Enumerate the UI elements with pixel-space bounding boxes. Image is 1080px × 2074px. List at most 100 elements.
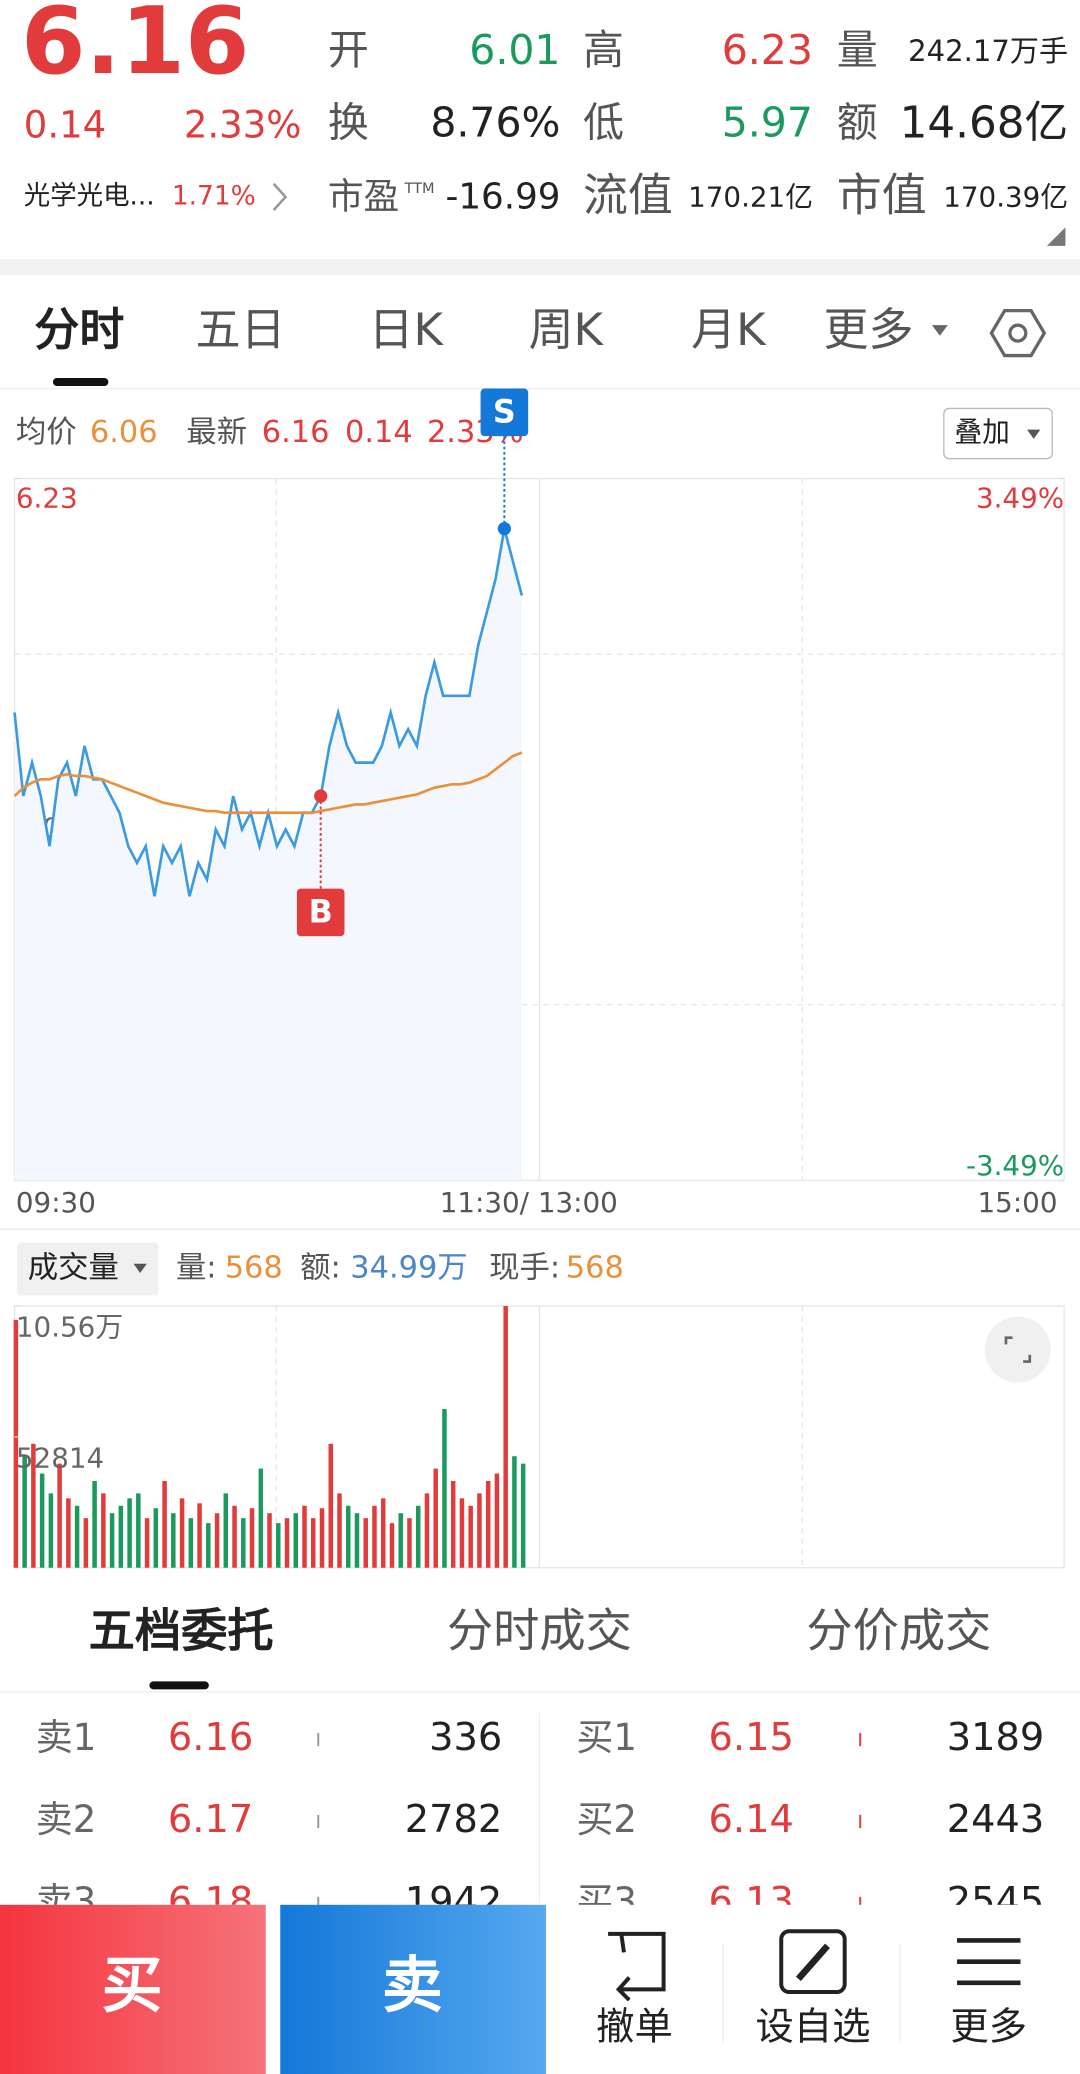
book-tick [859,1814,862,1829]
volume-bar [442,1409,447,1568]
book-qty: 336 [429,1715,502,1760]
volume-bar [328,1443,333,1568]
stat-label: 市盈 [328,176,399,217]
stat-value: 14.68亿 [900,99,1068,149]
order-tab[interactable]: 分价成交 [806,1603,991,1657]
sector[interactable]: 光学光电... [24,180,155,211]
volume-bar [337,1493,342,1568]
volume-bar [485,1480,491,1568]
sector-pct: 1.71% [172,180,256,211]
volume-bar [57,1463,62,1568]
volume-bar [39,1473,45,1568]
more-label[interactable]: 更多 [950,2005,1027,2050]
volume-bar [363,1518,368,1568]
dropdown-arrow [133,1263,147,1273]
tab[interactable]: 更多 [824,303,914,356]
volume-bar [345,1505,351,1568]
stat-value: -16.99 [445,176,560,217]
tab[interactable]: 五日 [196,303,286,356]
settings-icon[interactable] [989,308,1047,358]
volume-bar [494,1473,500,1568]
volume-bar [354,1513,360,1568]
volume-bar [520,1463,526,1568]
vol-value: 568 [225,1250,283,1285]
volume-bar [74,1505,80,1568]
book-qty: 2782 [405,1797,503,1842]
buy-button[interactable] [0,1904,266,2074]
volume-selector-label[interactable]: 成交量 [28,1250,119,1285]
book-price: 6.17 [168,1797,253,1842]
marker-label: B [309,895,333,931]
volume-bar [302,1505,307,1568]
volume-bar [144,1518,150,1568]
stat-label: 市值 [837,168,927,221]
volume-bar [267,1513,272,1568]
volume-bar [127,1498,132,1568]
volume-bar [162,1480,167,1568]
book-tick [317,1814,320,1829]
tab[interactable]: 周K [529,303,605,356]
book-qty: 2443 [947,1797,1045,1842]
expand-button[interactable] [984,1316,1051,1383]
volume-bar [424,1493,430,1568]
volume-bar [284,1518,290,1568]
y-tick-label: 6.23 [16,482,78,515]
volume-bar [512,1456,517,1568]
volume-bar [249,1508,255,1568]
book-tick [859,1896,862,1911]
volume-bar [450,1480,456,1568]
volume-bar [380,1498,386,1568]
volume-bar [459,1498,465,1568]
y2-tick-label: 3.49% [976,482,1064,515]
volume-bar [232,1505,237,1568]
book-label: 卖2 [36,1798,97,1841]
tab[interactable]: 日K [369,303,445,356]
watch-icon-pen [795,1943,830,1982]
volume-bar [171,1513,176,1568]
sell-label[interactable]: 卖 [382,1951,443,2021]
volume-bar [214,1513,220,1568]
hand-value: 568 [566,1250,624,1285]
cancel-label[interactable]: 撤单 [596,2005,673,2050]
volume-bar [92,1480,97,1568]
volume-bar [179,1498,185,1568]
stat-label: 高 [583,26,624,74]
buy-label[interactable]: 买 [102,1951,163,2021]
volume-selector[interactable] [17,1242,159,1296]
overlay-label[interactable]: 叠加 [954,416,1010,449]
book-label: 买2 [576,1798,637,1841]
stat-value: 6.01 [469,26,560,74]
avg-label: 均价 [16,415,77,450]
amt-value: 34.99万 [350,1250,467,1285]
stat-value: 170.39亿 [943,180,1068,213]
stat-value: 5.97 [722,99,813,147]
order-tab[interactable]: 五档委托 [89,1603,274,1657]
volume-bar [311,1518,316,1568]
book-tick [317,1896,320,1911]
book-tick [317,1732,320,1747]
overlay-button[interactable] [943,407,1053,460]
book-label: 卖1 [36,1716,97,1759]
volume-bar [258,1468,264,1568]
volume-bar [372,1505,377,1568]
cancel-icon [608,1931,666,2002]
volume-bar [66,1498,71,1568]
dropdown-arrow [931,325,948,336]
volume-bar [407,1518,412,1568]
order-tab[interactable]: 分时成交 [447,1603,632,1657]
book-price: 6.14 [709,1797,794,1842]
volume-bar [415,1505,421,1568]
hand-label: 现手: [489,1250,560,1285]
volume-bar [433,1468,438,1568]
separator [0,259,1080,275]
volume-bar [118,1505,124,1568]
tab[interactable]: 分时 [34,303,124,356]
change: 0.14 [24,103,106,146]
watch-label[interactable]: 设自选 [755,2005,870,2050]
sell-button[interactable] [280,1904,546,2074]
volume-bar [389,1523,395,1568]
stat-value: 8.76% [430,99,560,147]
tab[interactable]: 月K [691,303,767,356]
volume-tick-label: 52814 [16,1441,104,1474]
stat-label: 额 [837,99,878,147]
